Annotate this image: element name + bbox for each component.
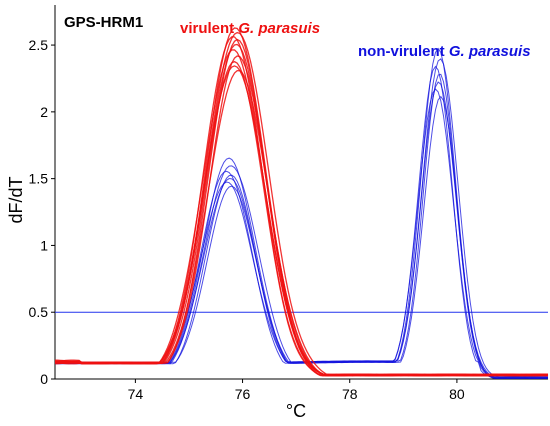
series-label-virulent-species: G. parasuis xyxy=(238,20,320,37)
non-virulent-curve xyxy=(54,58,549,379)
chart-title: GPS-HRM1 xyxy=(64,14,143,31)
y-tick-label: 0.5 xyxy=(29,304,49,320)
series-label-virulent: virulent G. parasuis xyxy=(180,20,320,37)
virulent-curve xyxy=(54,27,549,377)
virulent-curve xyxy=(54,69,549,377)
x-tick-label: 74 xyxy=(128,386,144,402)
y-tick-label: 1.5 xyxy=(29,171,49,187)
non-virulent-curve xyxy=(54,88,549,379)
x-tick-label: 76 xyxy=(235,386,251,402)
series-label-non-virulent-species: G. parasuis xyxy=(449,43,531,60)
axes: 0 0.5 1 1.5 2 2.5 74 76 78 80 xyxy=(29,5,548,402)
non-virulent-curve xyxy=(55,95,549,379)
series-label-virulent-prefix: virulent xyxy=(180,20,238,37)
plot-area xyxy=(54,27,549,379)
non-virulent-curve xyxy=(54,73,549,379)
y-tick-label: 2.5 xyxy=(29,37,49,53)
y-tick-label: 2 xyxy=(40,104,48,120)
non-virulent-curve xyxy=(54,81,549,379)
series-label-non-virulent: non-virulent G. parasuis xyxy=(358,43,531,60)
y-axis-label: dF/dT xyxy=(6,176,26,223)
x-axis-label: °C xyxy=(286,401,306,421)
series-label-non-virulent-prefix: non-virulent xyxy=(358,43,449,60)
non-virulent-curve xyxy=(54,65,549,379)
x-tick-label: 80 xyxy=(449,386,465,402)
y-tick-label: 0 xyxy=(40,371,48,387)
x-tick-label: 78 xyxy=(342,386,358,402)
y-tick-label: 1 xyxy=(40,237,48,253)
